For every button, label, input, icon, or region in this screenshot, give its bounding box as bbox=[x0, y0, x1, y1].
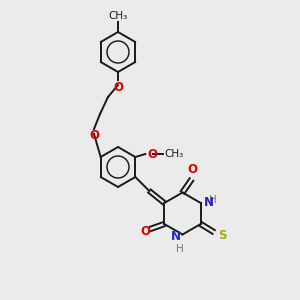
Text: O: O bbox=[113, 81, 123, 94]
Text: O: O bbox=[140, 224, 150, 238]
Text: O: O bbox=[147, 148, 157, 160]
Text: CH₃: CH₃ bbox=[164, 149, 184, 159]
Text: CH₃: CH₃ bbox=[108, 11, 128, 21]
Text: O: O bbox=[89, 129, 99, 142]
Text: N: N bbox=[204, 196, 214, 208]
Text: S: S bbox=[218, 229, 226, 242]
Text: H: H bbox=[209, 195, 216, 205]
Text: O: O bbox=[188, 163, 197, 176]
Text: N: N bbox=[170, 230, 181, 243]
Text: H: H bbox=[176, 244, 183, 254]
